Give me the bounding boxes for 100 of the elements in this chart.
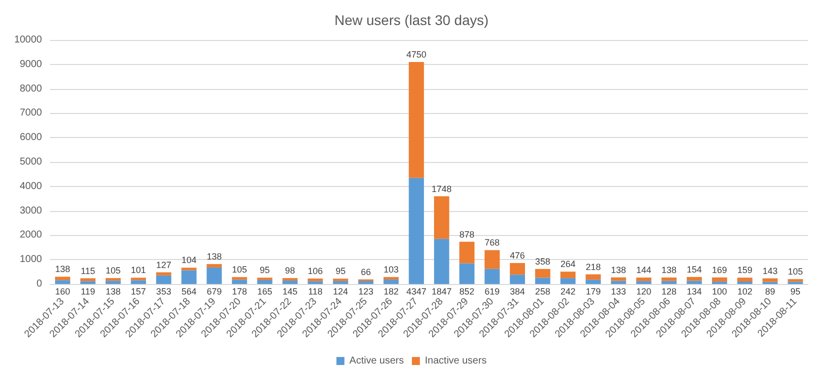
data-label: 95: [260, 265, 270, 276]
data-label: 124: [333, 286, 348, 296]
y-tick-label: 8000: [20, 83, 42, 94]
bar: [434, 238, 450, 284]
y-tick-label: 6000: [20, 132, 42, 144]
bar: [661, 280, 677, 284]
bar: [408, 178, 424, 284]
bar: [408, 62, 424, 178]
data-label: 258: [535, 286, 550, 296]
bar: [130, 280, 146, 284]
data-label: 169: [712, 264, 728, 275]
data-label: 138: [610, 264, 626, 275]
data-label: 160: [55, 286, 70, 296]
data-label: 159: [737, 265, 752, 276]
bar: [586, 274, 601, 280]
data-label: 100: [712, 286, 728, 296]
bar: [586, 280, 601, 284]
bar: [484, 250, 500, 269]
bar: [282, 280, 298, 284]
data-label: 179: [586, 286, 601, 296]
data-label: 564: [181, 286, 196, 296]
y-tick-label: 2000: [20, 230, 42, 241]
bar: [434, 196, 450, 239]
bar: [636, 281, 652, 284]
data-label: 264: [560, 259, 576, 270]
data-label: 106: [308, 266, 323, 276]
data-label: 182: [384, 286, 399, 296]
data-label: 144: [636, 265, 652, 276]
data-label: 768: [484, 238, 500, 248]
bar: [737, 278, 752, 282]
data-label: 105: [106, 266, 121, 276]
chart-title: New users (last 30 days): [334, 12, 489, 28]
data-label: 145: [282, 286, 298, 296]
bar: [130, 278, 146, 280]
data-label: 104: [181, 255, 196, 266]
data-label: 118: [308, 286, 322, 296]
data-label: 95: [790, 286, 800, 296]
data-label: 242: [560, 286, 576, 296]
y-tick-label: 10000: [14, 34, 42, 46]
data-label: 105: [788, 266, 803, 277]
bar: [232, 280, 248, 284]
data-label: 157: [130, 286, 146, 296]
bar: [686, 276, 702, 281]
data-label: 115: [80, 266, 96, 276]
bar: [156, 275, 172, 284]
data-label: 619: [484, 286, 500, 296]
bar: [106, 280, 121, 284]
data-label: 358: [535, 256, 550, 266]
bar: [762, 278, 778, 282]
data-label: 4347: [406, 286, 426, 296]
bar: [510, 263, 526, 275]
data-label: 105: [232, 264, 248, 275]
data-label: 66: [360, 266, 371, 277]
data-label: 138: [106, 286, 121, 296]
data-label: 98: [285, 266, 296, 276]
bar: [560, 278, 576, 284]
data-label: 128: [662, 286, 677, 296]
bar: [332, 280, 348, 284]
data-label: 127: [156, 260, 172, 270]
data-label: 165: [257, 286, 272, 296]
y-tick-label: 0: [36, 278, 42, 290]
bar: [384, 280, 399, 284]
bar: [459, 263, 474, 284]
data-label: 123: [358, 286, 374, 296]
y-tick-label: 3000: [20, 205, 42, 216]
data-label: 852: [459, 286, 474, 296]
y-tick-label: 4000: [20, 180, 42, 192]
data-label: 679: [206, 286, 222, 296]
bar: [712, 277, 728, 282]
legend-label: Inactive users: [424, 356, 487, 366]
bar: [308, 281, 323, 284]
data-label: 120: [636, 286, 652, 296]
data-label: 119: [80, 286, 96, 296]
y-tick-label: 1000: [20, 254, 42, 266]
bar: [510, 274, 526, 284]
bar: [206, 267, 222, 284]
data-label: 95: [336, 266, 346, 276]
legend-label: Active users: [349, 356, 404, 366]
data-label: 133: [610, 286, 626, 296]
data-label: 103: [384, 264, 399, 275]
y-tick-label: 5000: [20, 156, 42, 168]
bar: [80, 281, 96, 284]
y-tick-label: 9000: [20, 58, 42, 70]
data-label: 353: [156, 286, 172, 296]
bar: [55, 280, 70, 284]
bar: [636, 278, 652, 282]
bar: [106, 278, 121, 281]
bar: [156, 272, 172, 276]
bar: [459, 242, 474, 264]
data-label: 218: [586, 262, 601, 272]
data-label: 143: [762, 266, 778, 276]
bar: [535, 278, 550, 284]
bar: [610, 277, 626, 281]
bar: [257, 280, 272, 284]
data-label: 476: [510, 250, 525, 261]
data-label: 102: [737, 286, 752, 296]
data-label: 1847: [432, 286, 452, 296]
bar: [535, 268, 550, 278]
data-label: 138: [206, 252, 222, 262]
bar: [181, 268, 197, 270]
